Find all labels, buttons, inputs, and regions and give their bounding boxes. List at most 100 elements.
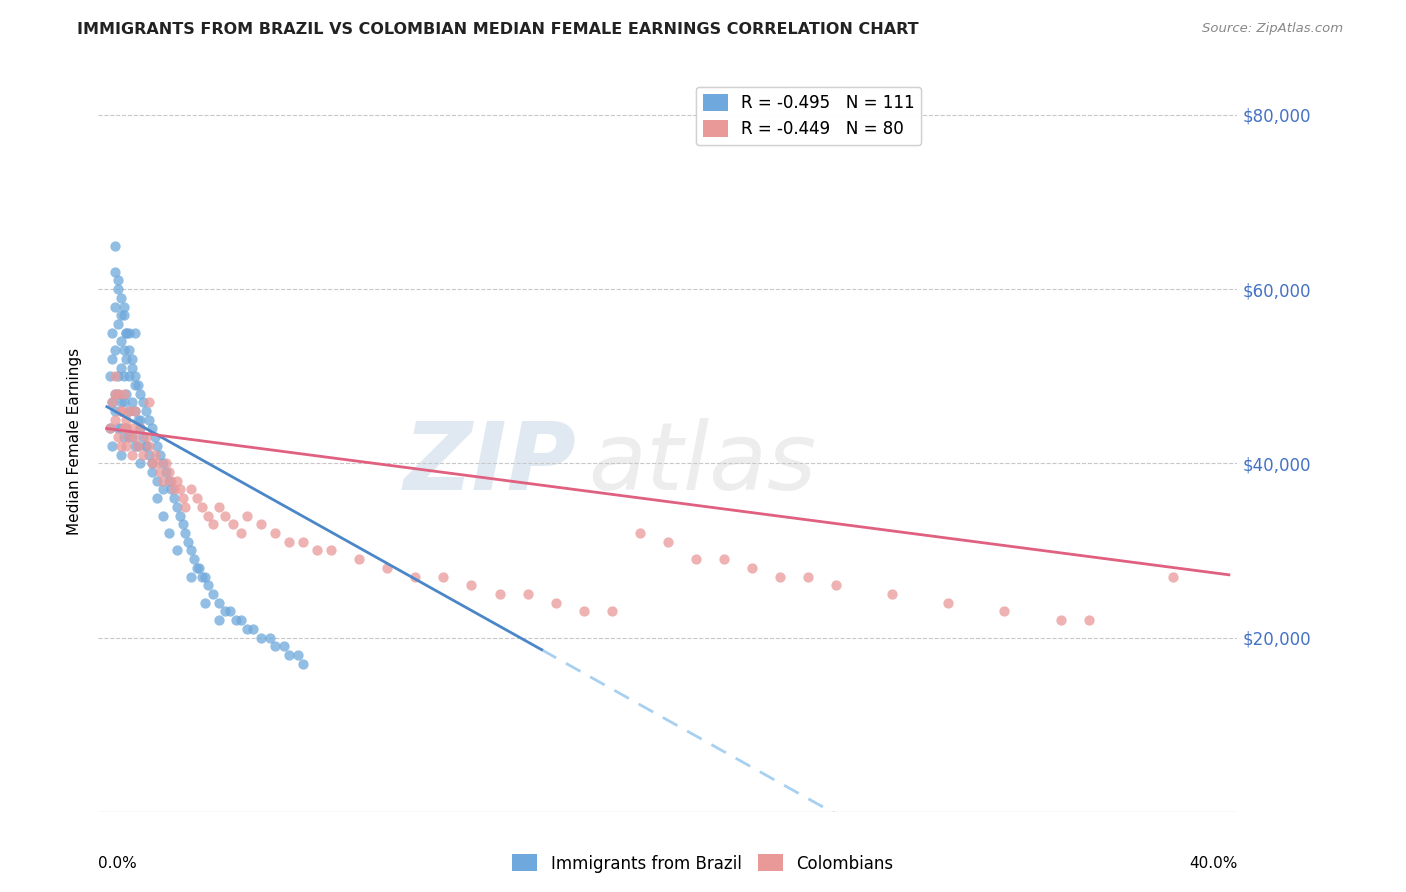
Point xyxy=(183,552,205,566)
Point xyxy=(460,578,482,592)
Point xyxy=(112,430,135,444)
Point xyxy=(112,369,135,384)
Point xyxy=(129,413,152,427)
Point xyxy=(180,483,202,497)
Point xyxy=(110,360,132,375)
Point xyxy=(121,395,143,409)
Point xyxy=(132,395,155,409)
Point xyxy=(152,508,174,523)
Text: IMMIGRANTS FROM BRAZIL VS COLOMBIAN MEDIAN FEMALE EARNINGS CORRELATION CHART: IMMIGRANTS FROM BRAZIL VS COLOMBIAN MEDI… xyxy=(77,22,920,37)
Point xyxy=(1077,613,1099,627)
Point xyxy=(110,421,132,435)
Point xyxy=(432,569,454,583)
Text: 40.0%: 40.0% xyxy=(1189,856,1237,871)
Point xyxy=(186,491,208,505)
Point xyxy=(112,300,135,314)
Point xyxy=(124,326,146,340)
Point xyxy=(129,421,152,435)
Point xyxy=(98,369,121,384)
Point xyxy=(186,561,208,575)
Point xyxy=(516,587,538,601)
Point xyxy=(110,404,132,418)
Text: atlas: atlas xyxy=(588,418,817,509)
Point xyxy=(112,421,135,435)
Point xyxy=(101,395,124,409)
Point xyxy=(124,378,146,392)
Point xyxy=(157,474,180,488)
Point xyxy=(104,343,127,357)
Point xyxy=(208,596,231,610)
Point xyxy=(250,517,273,532)
Point xyxy=(160,483,183,497)
Point xyxy=(197,508,219,523)
Point xyxy=(107,282,129,296)
Point xyxy=(769,569,792,583)
Point xyxy=(141,456,163,470)
Point xyxy=(188,561,211,575)
Point xyxy=(287,648,309,662)
Point xyxy=(110,308,132,322)
Point xyxy=(219,604,242,618)
Point xyxy=(127,378,149,392)
Point xyxy=(1161,569,1184,583)
Point xyxy=(180,543,202,558)
Point xyxy=(685,552,707,566)
Point xyxy=(278,534,301,549)
Point xyxy=(149,448,172,462)
Point xyxy=(110,334,132,349)
Point xyxy=(157,526,180,541)
Point xyxy=(657,534,679,549)
Point xyxy=(180,569,202,583)
Point xyxy=(115,326,138,340)
Point xyxy=(169,483,191,497)
Point xyxy=(129,386,152,401)
Point xyxy=(127,439,149,453)
Point xyxy=(107,421,129,435)
Point xyxy=(236,508,259,523)
Point xyxy=(104,300,127,314)
Point xyxy=(135,430,157,444)
Text: ZIP: ZIP xyxy=(404,417,576,509)
Point xyxy=(121,430,143,444)
Point xyxy=(115,413,138,427)
Point xyxy=(132,430,155,444)
Point xyxy=(157,465,180,479)
Point xyxy=(1049,613,1071,627)
Point xyxy=(177,534,200,549)
Point xyxy=(202,587,225,601)
Point xyxy=(101,439,124,453)
Point xyxy=(163,483,186,497)
Point xyxy=(104,386,127,401)
Point xyxy=(107,386,129,401)
Point xyxy=(202,517,225,532)
Point xyxy=(194,596,217,610)
Point xyxy=(107,317,129,331)
Point xyxy=(713,552,735,566)
Point xyxy=(107,386,129,401)
Point xyxy=(127,413,149,427)
Point xyxy=(141,421,163,435)
Point xyxy=(110,404,132,418)
Point xyxy=(273,639,295,653)
Point xyxy=(169,508,191,523)
Point xyxy=(107,430,129,444)
Point xyxy=(112,395,135,409)
Point xyxy=(124,439,146,453)
Point xyxy=(160,474,183,488)
Point xyxy=(628,526,651,541)
Point xyxy=(149,465,172,479)
Point xyxy=(146,439,169,453)
Point xyxy=(214,508,236,523)
Point xyxy=(152,483,174,497)
Point xyxy=(993,604,1015,618)
Point xyxy=(101,326,124,340)
Point xyxy=(797,569,820,583)
Point xyxy=(172,517,194,532)
Point xyxy=(278,648,301,662)
Point xyxy=(307,543,329,558)
Point xyxy=(104,386,127,401)
Point xyxy=(155,456,177,470)
Point xyxy=(146,491,169,505)
Point xyxy=(121,448,143,462)
Point xyxy=(118,430,141,444)
